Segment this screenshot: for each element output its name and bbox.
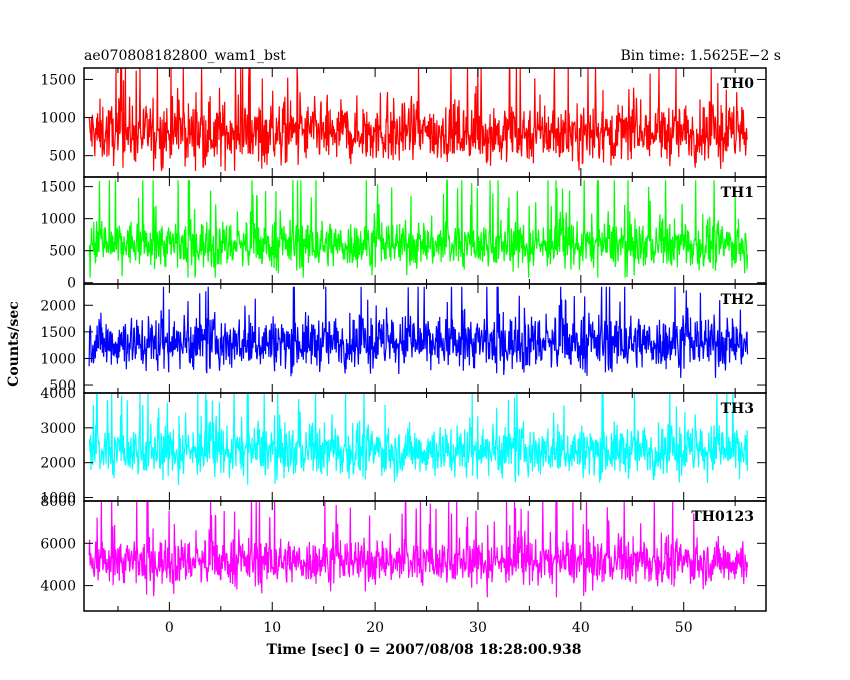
panel-th0123: 4000 6000 8000 TH0123 (40, 494, 767, 612)
y-tick-label: 500 (49, 244, 76, 260)
y-axis-label: Counts/sec (6, 301, 22, 387)
y-tick-label: 6000 (40, 536, 76, 552)
x-tick-label: 40 (572, 620, 590, 636)
y-tick-label: 0 (67, 276, 76, 292)
series-th3 (88, 393, 749, 485)
x-axis-label: Time [sec] 0 = 2007/08/08 18:28:00.938 (267, 642, 582, 658)
series-th1 (88, 179, 749, 278)
series-th0123 (88, 501, 749, 598)
panel-th1: 0 500 1000 1500 TH1 (40, 176, 767, 292)
x-tick-label: 0 (165, 620, 174, 636)
y-tick-label: 500 (49, 149, 76, 165)
y-tick-label: 1000 (40, 491, 76, 507)
y-tick-label: 1500 (40, 180, 76, 196)
y-tick-label: 4000 (40, 386, 76, 402)
panel-label: TH2 (721, 292, 754, 308)
x-tick-label: 50 (675, 620, 693, 636)
panel-frame (83, 500, 767, 612)
y-tick-label: 1000 (40, 111, 76, 127)
panel-th2: 500 1000 1500 2000 TH2 (40, 283, 767, 394)
y-tick-label: 1500 (40, 72, 76, 88)
series-th0 (88, 68, 749, 171)
series-th2 (88, 286, 749, 378)
plot-title: ae070808182800_wam1_bst (84, 48, 286, 64)
panel-th0: 500 1000 1500 TH0 (40, 67, 767, 178)
x-tick-label: 30 (469, 620, 487, 636)
y-tick-label: 1000 (40, 212, 76, 228)
panel-label: TH1 (721, 185, 754, 201)
y-tick-label: 4000 (40, 579, 76, 595)
y-tick-label: 8000 (40, 494, 76, 510)
panel-label: TH3 (721, 401, 754, 417)
x-tick-label: 10 (263, 620, 281, 636)
y-tick-label: 500 (49, 378, 76, 394)
bin-time-label: Bin time: 1.5625E−2 s (620, 48, 781, 64)
y-tick-label: 2000 (40, 298, 76, 314)
y-tick-label: 2000 (40, 456, 76, 472)
y-tick-label: 1500 (40, 325, 76, 341)
panel-th3: 1000 2000 3000 4000 TH3 (40, 386, 767, 507)
y-tick-label: 1000 (40, 351, 76, 367)
y-tick-label: 3000 (40, 421, 76, 437)
x-tick-label: 20 (366, 620, 384, 636)
panel-label: TH0 (721, 76, 755, 92)
panel-label: TH0123 (691, 509, 754, 525)
